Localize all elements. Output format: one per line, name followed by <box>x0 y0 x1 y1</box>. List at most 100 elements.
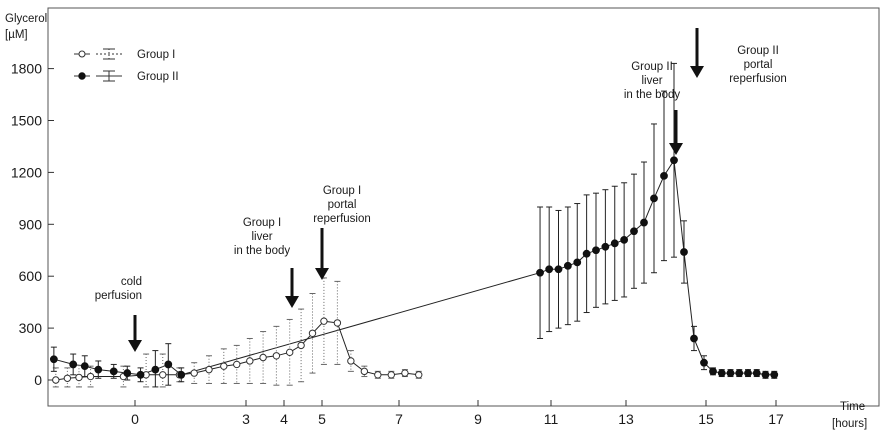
series-line-2 <box>53 158 775 376</box>
legend-item-group-1: Group I <box>74 48 175 61</box>
annotation-arrowhead <box>669 143 683 155</box>
legend-label-group-1: Group I <box>137 49 175 61</box>
annotation-label-line: reperfusion <box>313 213 371 225</box>
annotation-arrowhead <box>128 340 142 352</box>
x-axis: 0 3 4 5 7 9 11 13 15 17 <box>131 400 784 427</box>
group-2-point <box>726 369 735 377</box>
annotation-label-line: Group II <box>631 61 673 73</box>
x-tick-label: 4 <box>280 411 288 427</box>
group-2-point <box>670 156 678 165</box>
group-1-point <box>374 371 382 379</box>
annotation-label-line: in the body <box>624 89 681 101</box>
y-tick-label: 600 <box>19 268 43 284</box>
group-1-point <box>286 348 294 357</box>
annotation-label-line: Group I <box>243 217 281 229</box>
group-1-point <box>320 317 328 325</box>
y-tick-label: 900 <box>19 216 43 232</box>
group-2-point <box>700 358 708 367</box>
x-tick-label: 13 <box>618 411 634 427</box>
group-2-point <box>136 370 145 379</box>
y-tick-label: 1500 <box>11 113 42 129</box>
group-1-point <box>205 365 213 374</box>
group-2-point <box>744 369 752 377</box>
annotation-label-line: liver <box>251 231 272 243</box>
group-2-point <box>640 218 648 227</box>
group-1-point <box>75 373 83 382</box>
group-2-point <box>660 171 668 180</box>
group-1-point <box>387 371 395 379</box>
legend-item-group-2: Group II <box>74 70 179 83</box>
annotation-label-line: portal <box>744 59 773 71</box>
group-2-point <box>620 235 629 244</box>
group-2-point <box>123 369 132 377</box>
group-2-point <box>735 369 744 377</box>
y-tick-label: 1200 <box>11 164 42 180</box>
group-2-point <box>545 265 554 274</box>
y-axis-label-line-1: Glycerol <box>5 13 47 25</box>
annotation-arrowhead <box>285 296 299 308</box>
group-2-point <box>109 367 118 376</box>
data-points <box>49 156 779 384</box>
group-1-point <box>272 352 281 360</box>
group-2-point <box>601 242 610 251</box>
annotation-label-line: reperfusion <box>729 73 787 85</box>
x-tick-label: 15 <box>698 411 714 427</box>
y-axis: 0 300 600 900 1200 1500 1800 <box>11 61 54 388</box>
group-2-point <box>630 227 638 236</box>
y-tick-label: 0 <box>34 372 42 388</box>
group-2-point <box>761 370 770 379</box>
annotation-label-line: perfusion <box>95 290 142 302</box>
group-1-point <box>63 374 72 382</box>
group-2-point <box>592 246 600 255</box>
group-2-point <box>536 268 544 277</box>
group-2-point <box>80 362 89 371</box>
error-bars <box>50 62 778 388</box>
legend-label-group-2: Group II <box>137 71 179 83</box>
legend: Group I Group II <box>74 48 179 83</box>
group-2-point <box>69 360 78 369</box>
x-tick-label: 7 <box>395 411 403 427</box>
x-tick-label: 3 <box>242 411 250 427</box>
group-2-point <box>563 261 572 270</box>
y-tick-label: 1800 <box>11 61 42 77</box>
annotation-label-line: Group I <box>323 185 361 197</box>
group-2-point <box>49 355 58 364</box>
group-2-point <box>680 248 688 256</box>
group-2-point <box>582 249 591 258</box>
group-1-point <box>220 362 228 370</box>
group-1-point <box>333 319 342 327</box>
group-1-point <box>259 353 267 362</box>
group-1-point <box>159 371 167 379</box>
group-1-point <box>233 360 241 369</box>
plot-frame <box>47 7 880 407</box>
group-1-point <box>360 367 369 376</box>
x-tick-label: 0 <box>131 411 139 427</box>
annotation-label-line: Group II <box>737 45 779 57</box>
y-axis-label-line-2: [µM] <box>5 29 28 41</box>
legend-marker-open <box>78 50 86 58</box>
annotation-label-line: in the body <box>234 245 291 257</box>
x-tick-label: 17 <box>768 411 784 427</box>
group-1-point <box>297 341 305 350</box>
x-tick-label: 11 <box>544 411 559 427</box>
connecting-lines <box>53 158 775 381</box>
annotation-label-line: cold <box>121 276 142 288</box>
annotation-label-line: liver <box>641 75 662 87</box>
group-2-point <box>770 370 779 379</box>
group-1-point <box>190 369 198 377</box>
group-2-point <box>650 194 658 203</box>
group-2-point <box>554 265 563 274</box>
legend-marker-filled <box>78 72 86 80</box>
annotation-arrowhead <box>315 268 329 280</box>
annotations: cold perfusion Group I liver in the body Grou… <box>95 28 787 352</box>
group-2-point <box>94 365 103 374</box>
group-1-point <box>246 357 254 365</box>
x-tick-label: 5 <box>318 411 326 427</box>
group-2-point <box>610 239 619 248</box>
group-2-point <box>690 334 698 343</box>
x-tick-label: 9 <box>474 411 482 427</box>
group-1-point <box>52 376 60 384</box>
group-1-point <box>86 372 95 381</box>
group-1-point <box>401 369 409 377</box>
